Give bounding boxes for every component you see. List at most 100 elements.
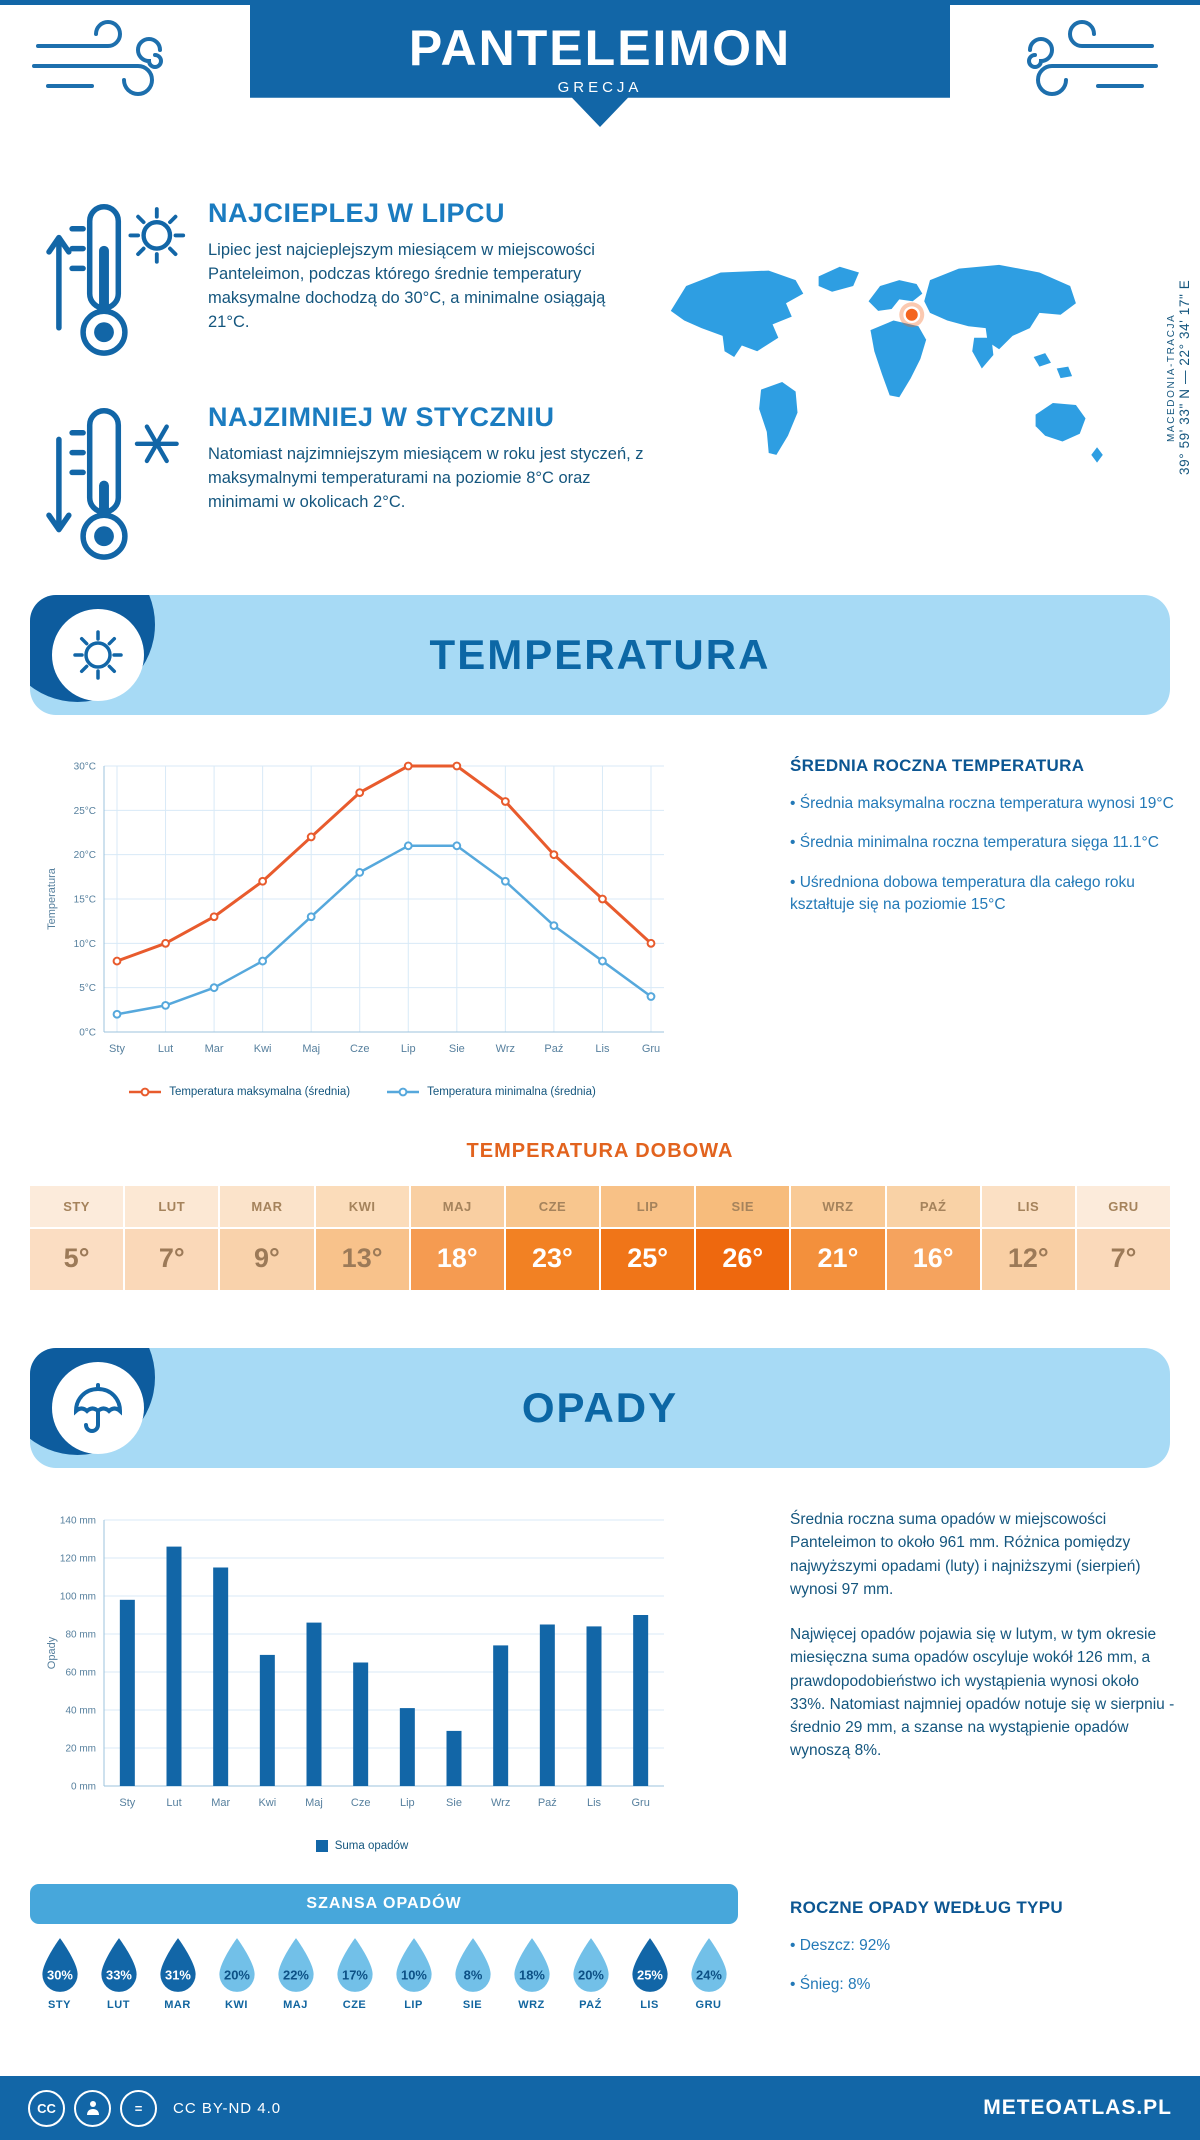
warmest-text: Lipiec jest najcieplejszym miesiącem w m… bbox=[208, 241, 606, 331]
svg-text:Mar: Mar bbox=[205, 1043, 224, 1055]
svg-text:Lis: Lis bbox=[595, 1043, 610, 1055]
umbrella-icon bbox=[52, 1362, 144, 1454]
svg-text:25°C: 25°C bbox=[74, 806, 96, 817]
temperature-chart-legend: Temperatura maksymalna (średnia) Temperat… bbox=[42, 1086, 682, 1098]
svg-text:0 mm: 0 mm bbox=[71, 1782, 96, 1793]
location-marker bbox=[899, 302, 925, 328]
license-icons: CC = bbox=[28, 2089, 157, 2127]
precipitation-chart-legend: Suma opadów bbox=[42, 1840, 682, 1852]
wind-icon bbox=[32, 20, 163, 96]
precipitation-banner: OPADY bbox=[30, 1348, 1170, 1468]
svg-text:Opady: Opady bbox=[46, 1636, 58, 1669]
svg-text:15°C: 15°C bbox=[74, 895, 96, 906]
temperature-value-cell: 9° bbox=[220, 1229, 314, 1290]
temperature-value-cell: 21° bbox=[791, 1229, 885, 1290]
rain-drop: 8% SIE bbox=[443, 1936, 502, 2011]
temperature-value-cell: 23° bbox=[505, 1229, 600, 1290]
license-label: CC BY-ND 4.0 bbox=[173, 2099, 282, 2117]
precipitation-type-block: ROCZNE OPADY WEDŁUG TYPU • Deszcz: 92% •… bbox=[790, 1898, 1175, 1997]
temperature-value-cell: 7° bbox=[1076, 1229, 1171, 1290]
svg-text:20%: 20% bbox=[224, 1968, 250, 1983]
thermometer-sun-icon bbox=[46, 204, 186, 356]
temperature-bullet: • Średnia minimalna roczna temperatura s… bbox=[790, 834, 1159, 852]
page-title: PANTELEIMON bbox=[408, 20, 792, 76]
month-header-cell: SIE bbox=[696, 1186, 790, 1227]
svg-text:30°C: 30°C bbox=[74, 762, 96, 773]
month-header-cell: STY bbox=[30, 1186, 124, 1227]
precipitation-paragraph: Najwięcej opadów pojawia się w lutym, w … bbox=[790, 1626, 1175, 1760]
rain-drop: 24% GRU bbox=[679, 1936, 738, 2011]
brand-label: METEOATLAS.PL bbox=[983, 2096, 1172, 2119]
precipitation-paragraph: Średnia roczna suma opadów w miejscowośc… bbox=[790, 1511, 1141, 1598]
drop-month-label: MAR bbox=[164, 1999, 191, 2011]
legend-item: Temperatura minimalna (średnia) bbox=[386, 1086, 596, 1098]
daily-table-values: 5° 7° 9° 13° 18° 23° 25° 26° 21° 16° 12° 7° bbox=[30, 1227, 1171, 1290]
drop-month-label: CZE bbox=[342, 1999, 367, 2011]
no-derivatives-icon: = bbox=[120, 2089, 157, 2127]
svg-text:140 mm: 140 mm bbox=[60, 1516, 96, 1527]
month-header-cell: KWI bbox=[315, 1186, 409, 1227]
svg-text:Maj: Maj bbox=[305, 1797, 323, 1809]
temperature-banner-title: TEMPERATURA bbox=[429, 631, 771, 678]
svg-text:80 mm: 80 mm bbox=[65, 1630, 96, 1641]
svg-text:Gru: Gru bbox=[631, 1797, 649, 1809]
svg-text:Lis: Lis bbox=[587, 1797, 602, 1809]
rain-drop: 17% CZE bbox=[325, 1936, 384, 2011]
world-map bbox=[642, 196, 1122, 541]
month-header-cell: CZE bbox=[505, 1186, 600, 1227]
drop-month-label: WRZ bbox=[518, 1999, 545, 2011]
svg-text:Kwi: Kwi bbox=[258, 1797, 276, 1809]
svg-text:18%: 18% bbox=[519, 1968, 545, 1983]
svg-text:40 mm: 40 mm bbox=[65, 1706, 96, 1717]
month-header-cell: PAŹ bbox=[886, 1186, 980, 1227]
precipitation-type-bullet: • Śnieg: 8% bbox=[790, 1976, 871, 1994]
header-banner: PANTELEIMON GRECJA bbox=[250, 5, 950, 127]
temperature-summary-title: ŚREDNIA ROCZNA TEMPERATURA bbox=[790, 756, 1085, 775]
svg-text:Maj: Maj bbox=[302, 1043, 320, 1055]
svg-text:22%: 22% bbox=[283, 1968, 309, 1983]
thermometer-snowflake-icon bbox=[46, 408, 179, 560]
temperature-value-cell: 25° bbox=[601, 1229, 695, 1290]
svg-text:Lut: Lut bbox=[158, 1043, 173, 1055]
precipitation-banner-title: OPADY bbox=[521, 1384, 679, 1431]
drop-month-label: MAJ bbox=[283, 1999, 308, 2011]
svg-text:20%: 20% bbox=[578, 1968, 604, 1983]
svg-text:8%: 8% bbox=[463, 1968, 482, 1983]
precipitation-type-title: ROCZNE OPADY WEDŁUG TYPU bbox=[790, 1898, 1063, 1917]
precipitation-type-bullet: • Deszcz: 92% bbox=[790, 1937, 891, 1954]
drop-month-label: GRU bbox=[695, 1999, 722, 2011]
legend-item: Suma opadów bbox=[315, 1840, 408, 1852]
month-header-cell: GRU bbox=[1076, 1186, 1171, 1227]
svg-text:Lip: Lip bbox=[400, 1797, 415, 1809]
svg-text:60 mm: 60 mm bbox=[65, 1668, 96, 1679]
footer: CC = CC BY-ND 4.0 METEOATLAS.PL bbox=[0, 2076, 1200, 2140]
svg-text:Lut: Lut bbox=[166, 1797, 181, 1809]
temperature-bullet: • Średnia maksymalna roczna temperatura … bbox=[790, 795, 1174, 812]
temperature-bullet: • Uśredniona dobowa temperatura dla całe… bbox=[790, 873, 1135, 914]
cc-icon: CC bbox=[28, 2089, 65, 2127]
drop-month-label: SIE bbox=[462, 1999, 483, 2011]
month-header-cell: WRZ bbox=[791, 1186, 885, 1227]
daily-temperature-title: TEMPERATURA DOBOWA bbox=[466, 1140, 734, 1162]
rain-drop: 22% MAJ bbox=[266, 1936, 325, 2011]
svg-text:30%: 30% bbox=[47, 1968, 73, 1983]
drop-month-label: PAŹ bbox=[579, 1999, 602, 2011]
rain-drop: 30% STY bbox=[30, 1936, 89, 2011]
rain-drop: 20% KWI bbox=[207, 1936, 266, 2011]
drop-month-label: STY bbox=[48, 1999, 71, 2011]
temperature-value-cell: 13° bbox=[315, 1229, 409, 1290]
svg-text:Gru: Gru bbox=[642, 1043, 660, 1055]
rain-chance-drops: 30% STY 33% LUT 31% MAR 20% KWI 22% MAJ 17% CZE 10% L… bbox=[30, 1936, 738, 2011]
svg-text:Paź: Paź bbox=[538, 1797, 557, 1809]
sun-icon bbox=[52, 609, 144, 701]
temperature-value-cell: 12° bbox=[981, 1229, 1075, 1290]
temperature-value-cell: 26° bbox=[696, 1229, 790, 1290]
drop-month-label: KWI bbox=[225, 1999, 248, 2011]
svg-text:25%: 25% bbox=[637, 1968, 663, 1983]
temperature-banner: TEMPERATURA bbox=[30, 595, 1170, 715]
temperature-value-cell: 18° bbox=[410, 1229, 504, 1290]
daily-temperature-table: STY LUT MAR KWI MAJ CZE LIP SIE WRZ PAŹ LIS GRU 5° 7… bbox=[30, 1186, 1171, 1290]
rain-drop: 20% PAŹ bbox=[561, 1936, 620, 2011]
temperature-value-cell: 7° bbox=[125, 1229, 219, 1290]
